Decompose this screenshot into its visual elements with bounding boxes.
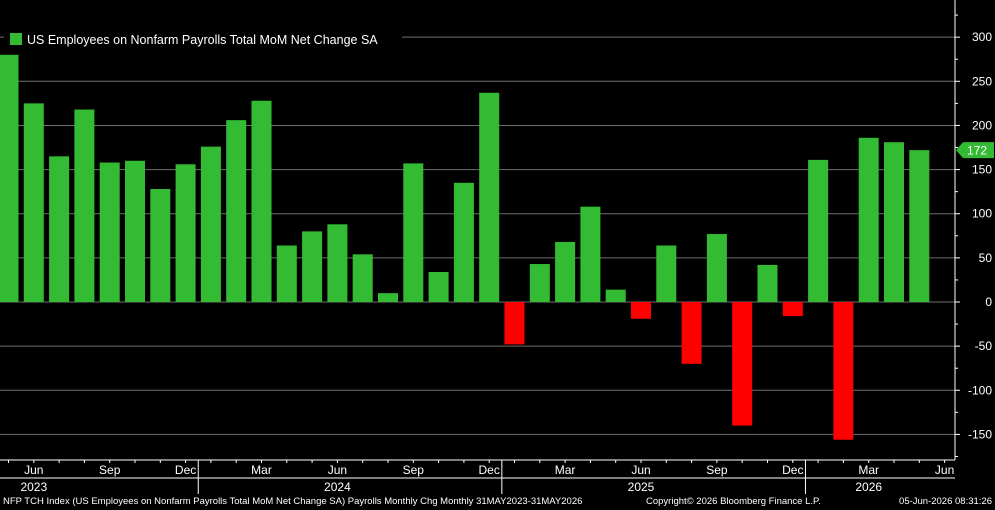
bar-2024-04 (276, 245, 297, 302)
y-tick-label: 300 (972, 30, 992, 44)
bar-2025-04 (580, 206, 601, 302)
bar-2025-08 (681, 302, 702, 364)
bar-2025-02 (529, 264, 550, 302)
bar-2023-06 (23, 103, 44, 303)
bar-2024-07 (352, 254, 373, 302)
bar-2026-03 (858, 137, 879, 302)
bar-2023-07 (49, 156, 70, 302)
x-tick-label: Jun (631, 463, 650, 477)
x-tick-label: Mar (555, 463, 576, 477)
x-tick-label: Jun (24, 463, 43, 477)
y-tick-label: -50 (975, 339, 993, 353)
x-tick-label: Jun (328, 463, 347, 477)
footer-timestamp: 05-Jun-2026 08:31:26 (899, 496, 992, 507)
x-year-label: 2026 (855, 480, 882, 494)
bar-2025-05 (605, 289, 626, 302)
bar-2024-06 (327, 224, 348, 302)
bar-2023-12 (175, 164, 196, 302)
y-tick-label: 200 (972, 118, 992, 132)
bar-2025-01 (504, 302, 525, 345)
bar-2023-05 (0, 54, 19, 302)
x-tick-label: Sep (403, 463, 425, 477)
bar-2026-02 (833, 302, 854, 440)
y-tick-label: -150 (968, 427, 992, 441)
x-year-label: 2024 (324, 480, 351, 494)
x-tick-label: Mar (858, 463, 879, 477)
bar-2024-12 (479, 92, 500, 302)
y-tick-label: 100 (972, 207, 992, 221)
bar-2024-02 (226, 120, 247, 302)
footer-copyright: Copyright© 2026 Bloomberg Finance L.P. (646, 496, 821, 507)
x-tick-label: Dec (175, 463, 196, 477)
bar-2025-10 (732, 302, 753, 426)
y-tick-label: 0 (985, 295, 992, 309)
y-tick-label: 250 (972, 74, 992, 88)
bar-2025-11 (757, 264, 778, 302)
footer: NFP TCH Index (US Employees on Nonfarm P… (0, 494, 995, 510)
last-value-label: 172 (967, 144, 987, 158)
y-tick-label: 50 (979, 251, 993, 265)
legend-swatch (10, 33, 22, 45)
x-tick-label: Sep (706, 463, 728, 477)
x-tick-label: Jun (935, 463, 954, 477)
y-tick-label: -100 (968, 383, 992, 397)
bar-2023-11 (150, 189, 171, 302)
x-tick-label: Sep (99, 463, 121, 477)
bar-2024-08 (378, 293, 398, 302)
bar-2026-01 (808, 159, 829, 302)
bar-2025-06 (631, 302, 651, 319)
bar-2026-05 (909, 150, 930, 302)
bar-2024-01 (200, 146, 221, 302)
x-year-label: 2025 (628, 480, 655, 494)
axes: -150 -100 -50 0 50 100 150 200 250 300 Jun Sep Dec Ma… (0, 0, 994, 494)
bars (0, 54, 930, 440)
x-tick-label: Dec (479, 463, 500, 477)
legend: US Employees on Nonfarm Payrolls Total M… (4, 27, 402, 51)
payrolls-bar-chart: -150 -100 -50 0 50 100 150 200 250 300 Jun Sep Dec Ma… (0, 0, 994, 494)
bar-2024-05 (302, 231, 323, 302)
legend-background (4, 27, 402, 51)
legend-label: US Employees on Nonfarm Payrolls Total M… (27, 33, 378, 47)
bar-2024-09 (403, 163, 424, 302)
bar-2023-10 (125, 160, 145, 302)
bar-2025-03 (555, 241, 576, 302)
bar-2024-11 (453, 182, 474, 302)
bar-2025-12 (782, 302, 803, 317)
x-tick-label: Dec (782, 463, 803, 477)
bar-2026-04 (884, 142, 904, 302)
bar-2025-09 (706, 234, 727, 302)
bar-2025-07 (656, 245, 677, 302)
bar-2023-08 (74, 109, 95, 303)
x-tick-label: Mar (251, 463, 272, 477)
bar-2024-03 (251, 100, 272, 302)
x-year-label: 2023 (20, 480, 47, 494)
footer-source: NFP TCH Index (US Employees on Nonfarm P… (3, 496, 583, 507)
y-tick-label: 150 (972, 163, 992, 177)
bar-2023-09 (99, 162, 120, 302)
bar-2024-10 (428, 271, 449, 302)
last-value-tag (956, 142, 994, 159)
